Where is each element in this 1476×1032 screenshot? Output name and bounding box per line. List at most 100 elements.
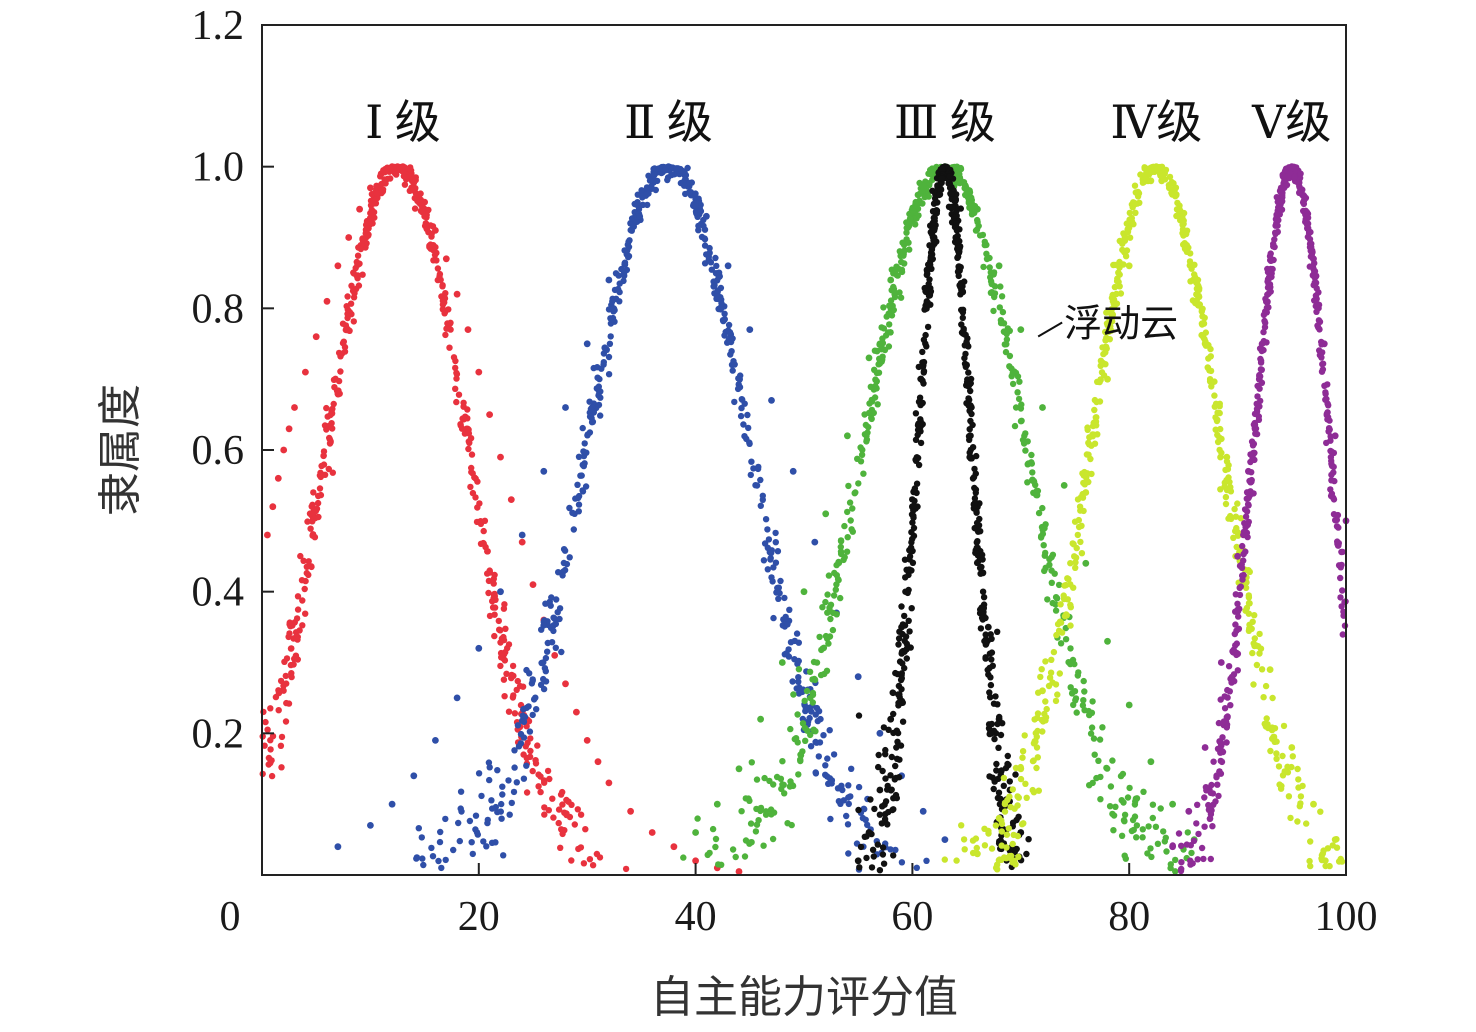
- data-point: [490, 575, 497, 583]
- data-point: [532, 757, 539, 764]
- data-point: [777, 775, 785, 782]
- data-point: [478, 792, 485, 800]
- data-point: [1001, 800, 1009, 808]
- data-point: [1072, 697, 1079, 704]
- data-point: [415, 825, 422, 832]
- data-point: [538, 659, 545, 667]
- data-point: [646, 177, 654, 184]
- data-point: [994, 720, 1001, 728]
- data-point: [1265, 281, 1272, 288]
- data-point: [886, 302, 893, 310]
- data-point: [1079, 702, 1087, 709]
- data-point: [1173, 206, 1181, 213]
- data-point: [1275, 763, 1283, 770]
- data-point: [1318, 855, 1325, 862]
- data-point: [433, 257, 440, 264]
- data-point: [711, 282, 718, 289]
- data-point: [1110, 296, 1118, 303]
- data-point: [885, 310, 892, 317]
- data-point: [1172, 868, 1179, 875]
- data-point: [844, 821, 852, 828]
- data-point: [794, 739, 801, 746]
- data-point: [1262, 682, 1270, 690]
- data-point: [882, 775, 889, 782]
- data-point: [731, 398, 738, 406]
- data-point: [507, 496, 515, 503]
- data-point: [685, 189, 693, 196]
- data-point: [747, 820, 755, 827]
- data-point: [552, 644, 559, 651]
- data-point: [1042, 658, 1049, 665]
- data-point: [525, 703, 532, 710]
- data-point: [292, 652, 300, 659]
- data-point: [563, 560, 571, 568]
- data-point: [503, 670, 510, 677]
- data-point: [1080, 507, 1087, 515]
- data-point: [277, 742, 285, 749]
- data-point: [1005, 825, 1012, 832]
- data-point: [713, 800, 721, 808]
- data-point: [885, 726, 892, 733]
- data-point: [906, 628, 913, 635]
- data-point: [1062, 624, 1070, 632]
- data-point: [1231, 630, 1239, 638]
- data-point: [893, 755, 901, 762]
- data-point: [1108, 310, 1116, 317]
- data-point: [1253, 642, 1260, 649]
- data-point: [316, 472, 324, 479]
- data-point: [1089, 779, 1096, 787]
- data-point: [553, 596, 560, 603]
- data-point: [1130, 199, 1137, 206]
- data-point: [752, 828, 760, 835]
- data-point: [959, 314, 966, 321]
- data-point: [571, 821, 578, 828]
- data-point: [627, 807, 634, 815]
- data-point: [970, 474, 978, 481]
- data-point: [807, 743, 815, 750]
- data-point: [917, 439, 925, 447]
- data-point: [1297, 793, 1305, 800]
- data-point: [413, 855, 420, 862]
- data-point: [782, 613, 789, 621]
- data-point: [497, 588, 504, 596]
- data-point: [900, 241, 908, 248]
- data-point: [1264, 299, 1271, 306]
- data-point: [729, 367, 736, 374]
- data-point: [1067, 645, 1074, 652]
- data-point: [747, 839, 754, 846]
- data-point: [966, 432, 974, 439]
- data-point: [681, 182, 688, 189]
- data-point: [558, 648, 565, 656]
- data-point: [914, 454, 922, 462]
- data-point: [1212, 798, 1219, 805]
- data-point: [1217, 739, 1224, 746]
- data-point: [1033, 764, 1040, 772]
- data-point: [1060, 592, 1067, 599]
- x-tick-label: 40: [675, 894, 717, 940]
- data-point: [876, 811, 884, 818]
- data-point: [1048, 567, 1055, 574]
- data-point: [929, 243, 936, 250]
- data-point: [994, 628, 1001, 635]
- data-point: [262, 718, 269, 726]
- data-point: [1239, 542, 1246, 550]
- data-point: [848, 765, 855, 772]
- data-point: [1331, 477, 1338, 485]
- data-point: [1073, 544, 1080, 552]
- data-point: [1183, 242, 1191, 249]
- data-point: [1242, 548, 1249, 555]
- data-point: [490, 580, 497, 587]
- data-point: [486, 764, 493, 771]
- data-point: [488, 797, 495, 804]
- data-point: [899, 621, 907, 628]
- data-point: [769, 835, 777, 843]
- data-point: [316, 485, 324, 492]
- data-point: [896, 289, 903, 296]
- data-point: [278, 733, 286, 741]
- data-point: [1291, 173, 1298, 181]
- data-point: [1300, 207, 1307, 215]
- data-point: [474, 478, 481, 485]
- data-point: [896, 691, 903, 698]
- data-point: [312, 333, 320, 341]
- data-point: [1072, 554, 1080, 561]
